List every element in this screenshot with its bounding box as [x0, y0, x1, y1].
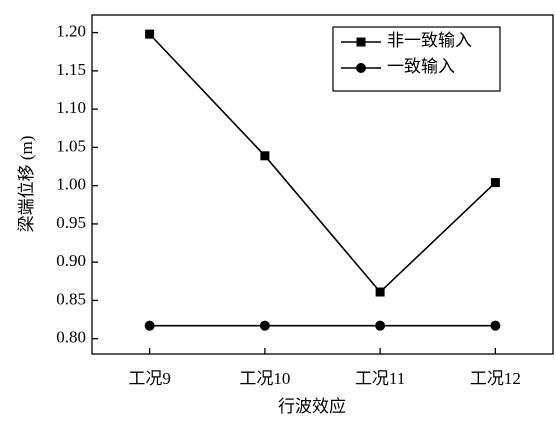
x-tick-label: 工况12	[470, 369, 521, 388]
x-tick-label: 工况9	[128, 369, 171, 388]
y-tick-label: 1.00	[56, 175, 86, 194]
y-tick-label: 1.05	[56, 136, 86, 155]
marker	[144, 320, 155, 331]
y-tick-label: 1.10	[56, 98, 86, 117]
y-tick-label: 0.85	[56, 289, 86, 308]
y-tick-label: 0.90	[56, 251, 86, 270]
marker	[375, 287, 385, 297]
legend-label: 非一致输入	[387, 31, 472, 50]
series-line	[149, 33, 496, 294]
marker	[356, 63, 366, 73]
y-tick-label: 1.15	[56, 60, 86, 79]
y-tick-label: 0.95	[56, 213, 86, 232]
x-tick-label: 工况10	[239, 369, 290, 388]
marker	[260, 151, 270, 161]
y-tick-label: 1.20	[56, 22, 86, 41]
x-tick-label: 工况11	[355, 369, 405, 388]
marker	[490, 320, 501, 331]
legend-label: 一致输入	[387, 57, 455, 76]
plot-frame	[91, 14, 554, 355]
y-tick-label: 0.80	[56, 328, 86, 347]
x-axis-label: 行波效应	[278, 397, 346, 416]
y-axis-label: 梁端位移 (m)	[17, 136, 36, 233]
marker	[356, 37, 366, 47]
marker	[375, 320, 386, 331]
marker	[490, 178, 500, 188]
marker	[145, 29, 155, 39]
marker	[259, 320, 270, 331]
